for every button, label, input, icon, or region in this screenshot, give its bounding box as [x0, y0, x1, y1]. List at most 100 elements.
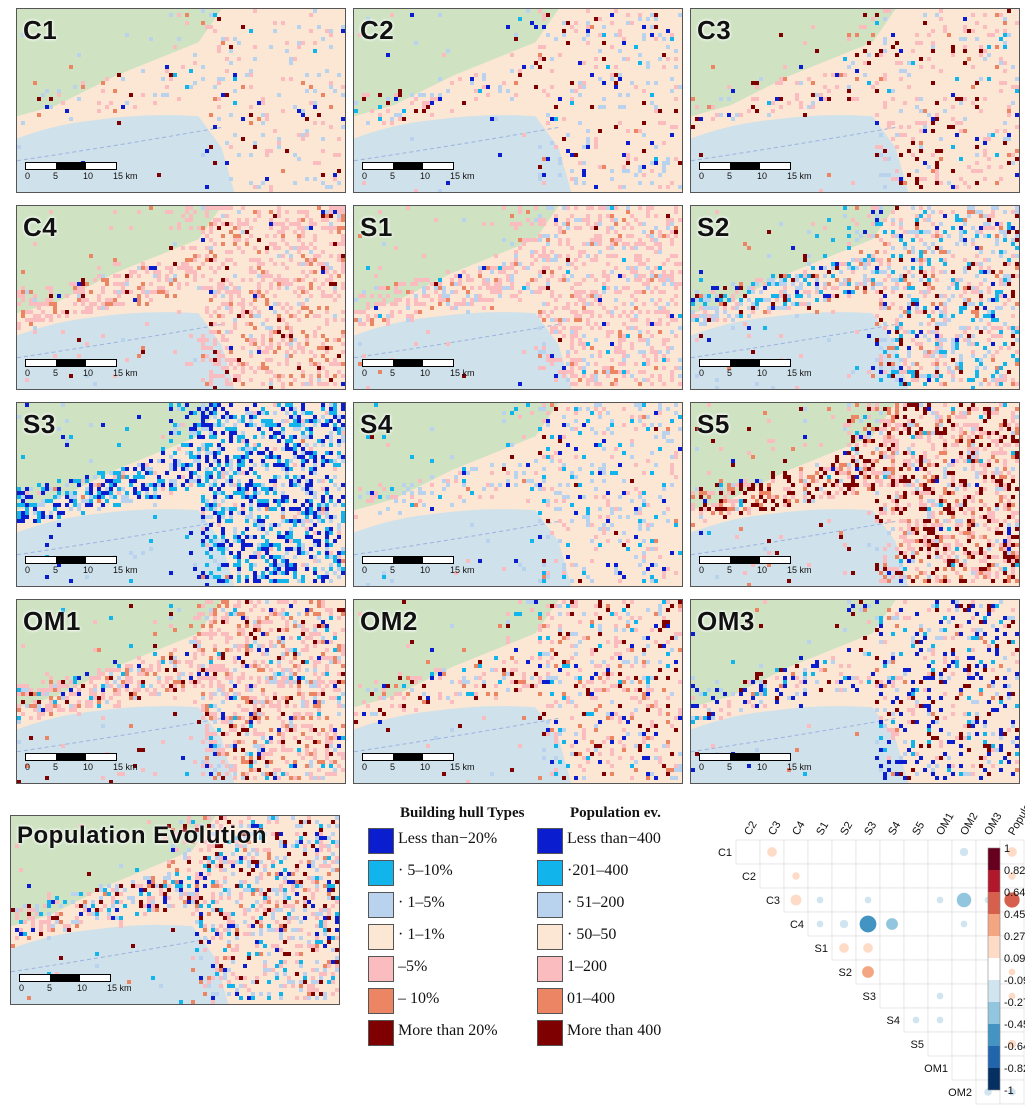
scale-tick: 15 km	[450, 762, 475, 772]
map-panel-s5: S5 0 5 10 15 km	[690, 402, 1020, 587]
scale-tick: 5	[727, 171, 733, 181]
legend-label: 1–200	[567, 958, 607, 975]
corr-cell	[903, 959, 929, 985]
scale-bar: 0 5 10 15 km	[19, 974, 139, 996]
map-panel-c4: C4 0 5 10 15 km	[16, 205, 346, 390]
legend-swatch	[368, 956, 394, 982]
corr-cell	[855, 839, 881, 865]
scale-tick: 15 km	[787, 565, 812, 575]
corr-cell	[951, 911, 977, 937]
corr-cell	[831, 887, 857, 913]
corr-cell	[879, 983, 905, 1009]
corr-circle	[862, 966, 874, 978]
corr-cell	[999, 911, 1025, 937]
panel-label: S5	[697, 409, 730, 439]
scale-tick: 5	[390, 762, 396, 772]
colorbar-tick: 0.82	[1004, 865, 1025, 877]
scale-bar: 0 5 10 15 km	[362, 556, 482, 578]
corr-cell	[951, 1007, 977, 1033]
scale-tick: 15 km	[113, 171, 138, 181]
legend-label: Less than−400	[567, 830, 661, 847]
scale-tick: 10	[83, 565, 94, 575]
legend-label: · 1–5%	[398, 894, 445, 911]
corr-cell	[903, 935, 929, 961]
colorbar-segment	[988, 848, 1000, 870]
colorbar-tick: 0.27	[1004, 931, 1025, 943]
corr-cell	[879, 959, 905, 985]
corr-circle	[790, 894, 802, 906]
panel-label: S4	[360, 409, 393, 439]
corr-col-label: S1	[814, 820, 831, 838]
corr-cell	[879, 839, 905, 865]
scale-tick: 10	[757, 762, 768, 772]
scale-bar: 0 5 10 15 km	[25, 359, 145, 381]
map-raster	[691, 403, 1019, 586]
map-raster	[354, 9, 682, 192]
colorbar-segment	[988, 936, 1000, 958]
scale-tick: 0	[25, 762, 31, 772]
legend-label: ·201–400	[567, 862, 629, 879]
scale-tick: 15 km	[787, 368, 812, 378]
scale-tick: 5	[53, 171, 59, 181]
colorbar-segment	[988, 980, 1000, 1002]
corr-col-label: C4	[790, 819, 807, 837]
corr-cell	[831, 863, 857, 889]
legend-label: –5%	[398, 958, 428, 975]
scale-bar: 0 5 10 15 km	[362, 359, 482, 381]
corr-cell	[759, 863, 785, 889]
map-panel-om2: OM2 0 5 10 15 km	[353, 599, 683, 784]
map-raster	[17, 9, 345, 192]
corr-circle	[936, 896, 944, 904]
legend-swatch	[537, 828, 563, 854]
corr-col-label: OM2	[958, 811, 980, 838]
map-panel-c2: C2 0 5 10 15 km	[353, 8, 683, 193]
map-raster	[17, 206, 345, 389]
map-panel-s2: S2 0 5 10 15 km	[690, 205, 1020, 390]
legend-swatch	[368, 988, 394, 1014]
corr-circle	[886, 918, 898, 930]
map-panel-c3: C3 0 5 10 15 km	[690, 8, 1020, 193]
scale-tick: 5	[53, 762, 59, 772]
legend-label: 01–400	[567, 990, 615, 1007]
corr-circle	[1007, 847, 1017, 857]
scale-bar: 0 5 10 15 km	[25, 556, 145, 578]
scale-tick: 10	[757, 171, 768, 181]
colorbar-tick: 0.09	[1004, 953, 1025, 965]
corr-cell	[999, 935, 1025, 961]
colorbar-segment	[988, 1002, 1000, 1024]
corr-col-label: C3	[766, 819, 783, 837]
map-panel-s1: S1 0 5 10 15 km	[353, 205, 683, 390]
corr-cell	[807, 863, 833, 889]
corr-row-label: C4	[790, 919, 804, 931]
corr-circle	[1008, 992, 1016, 1000]
legend-swatch	[537, 1020, 563, 1046]
map-raster	[691, 9, 1019, 192]
corr-cell	[807, 839, 833, 865]
corr-row-label: S4	[887, 1015, 900, 1027]
colorbar-segment	[988, 1068, 1000, 1090]
panel-label: C1	[23, 15, 58, 45]
corr-circle	[1004, 892, 1020, 908]
corr-circle	[816, 920, 824, 928]
scale-tick: 5	[53, 368, 59, 378]
scale-bar: 0 5 10 15 km	[362, 162, 482, 184]
legend-swatch	[368, 1020, 394, 1046]
corr-cell	[879, 863, 905, 889]
corr-row-label: S3	[863, 991, 876, 1003]
legend-label: · 51–200	[567, 894, 625, 911]
corr-cell	[999, 1055, 1025, 1081]
panel-label: C2	[360, 15, 395, 45]
corr-cell	[831, 839, 857, 865]
scale-tick: 5	[727, 368, 733, 378]
corr-cell	[879, 887, 905, 913]
colorbar-segment	[988, 892, 1000, 914]
panel-label: S2	[697, 212, 730, 242]
corr-circle	[859, 915, 877, 933]
colorbar-tick: 0.45	[1004, 909, 1025, 921]
legend-swatch	[368, 828, 394, 854]
legend-label: · 1–1%	[398, 926, 445, 943]
map-panel-population-evolution: Population Evolution 0 5 10 15 km	[10, 815, 340, 1005]
corr-cell	[951, 1055, 977, 1081]
scale-tick: 0	[699, 762, 705, 772]
